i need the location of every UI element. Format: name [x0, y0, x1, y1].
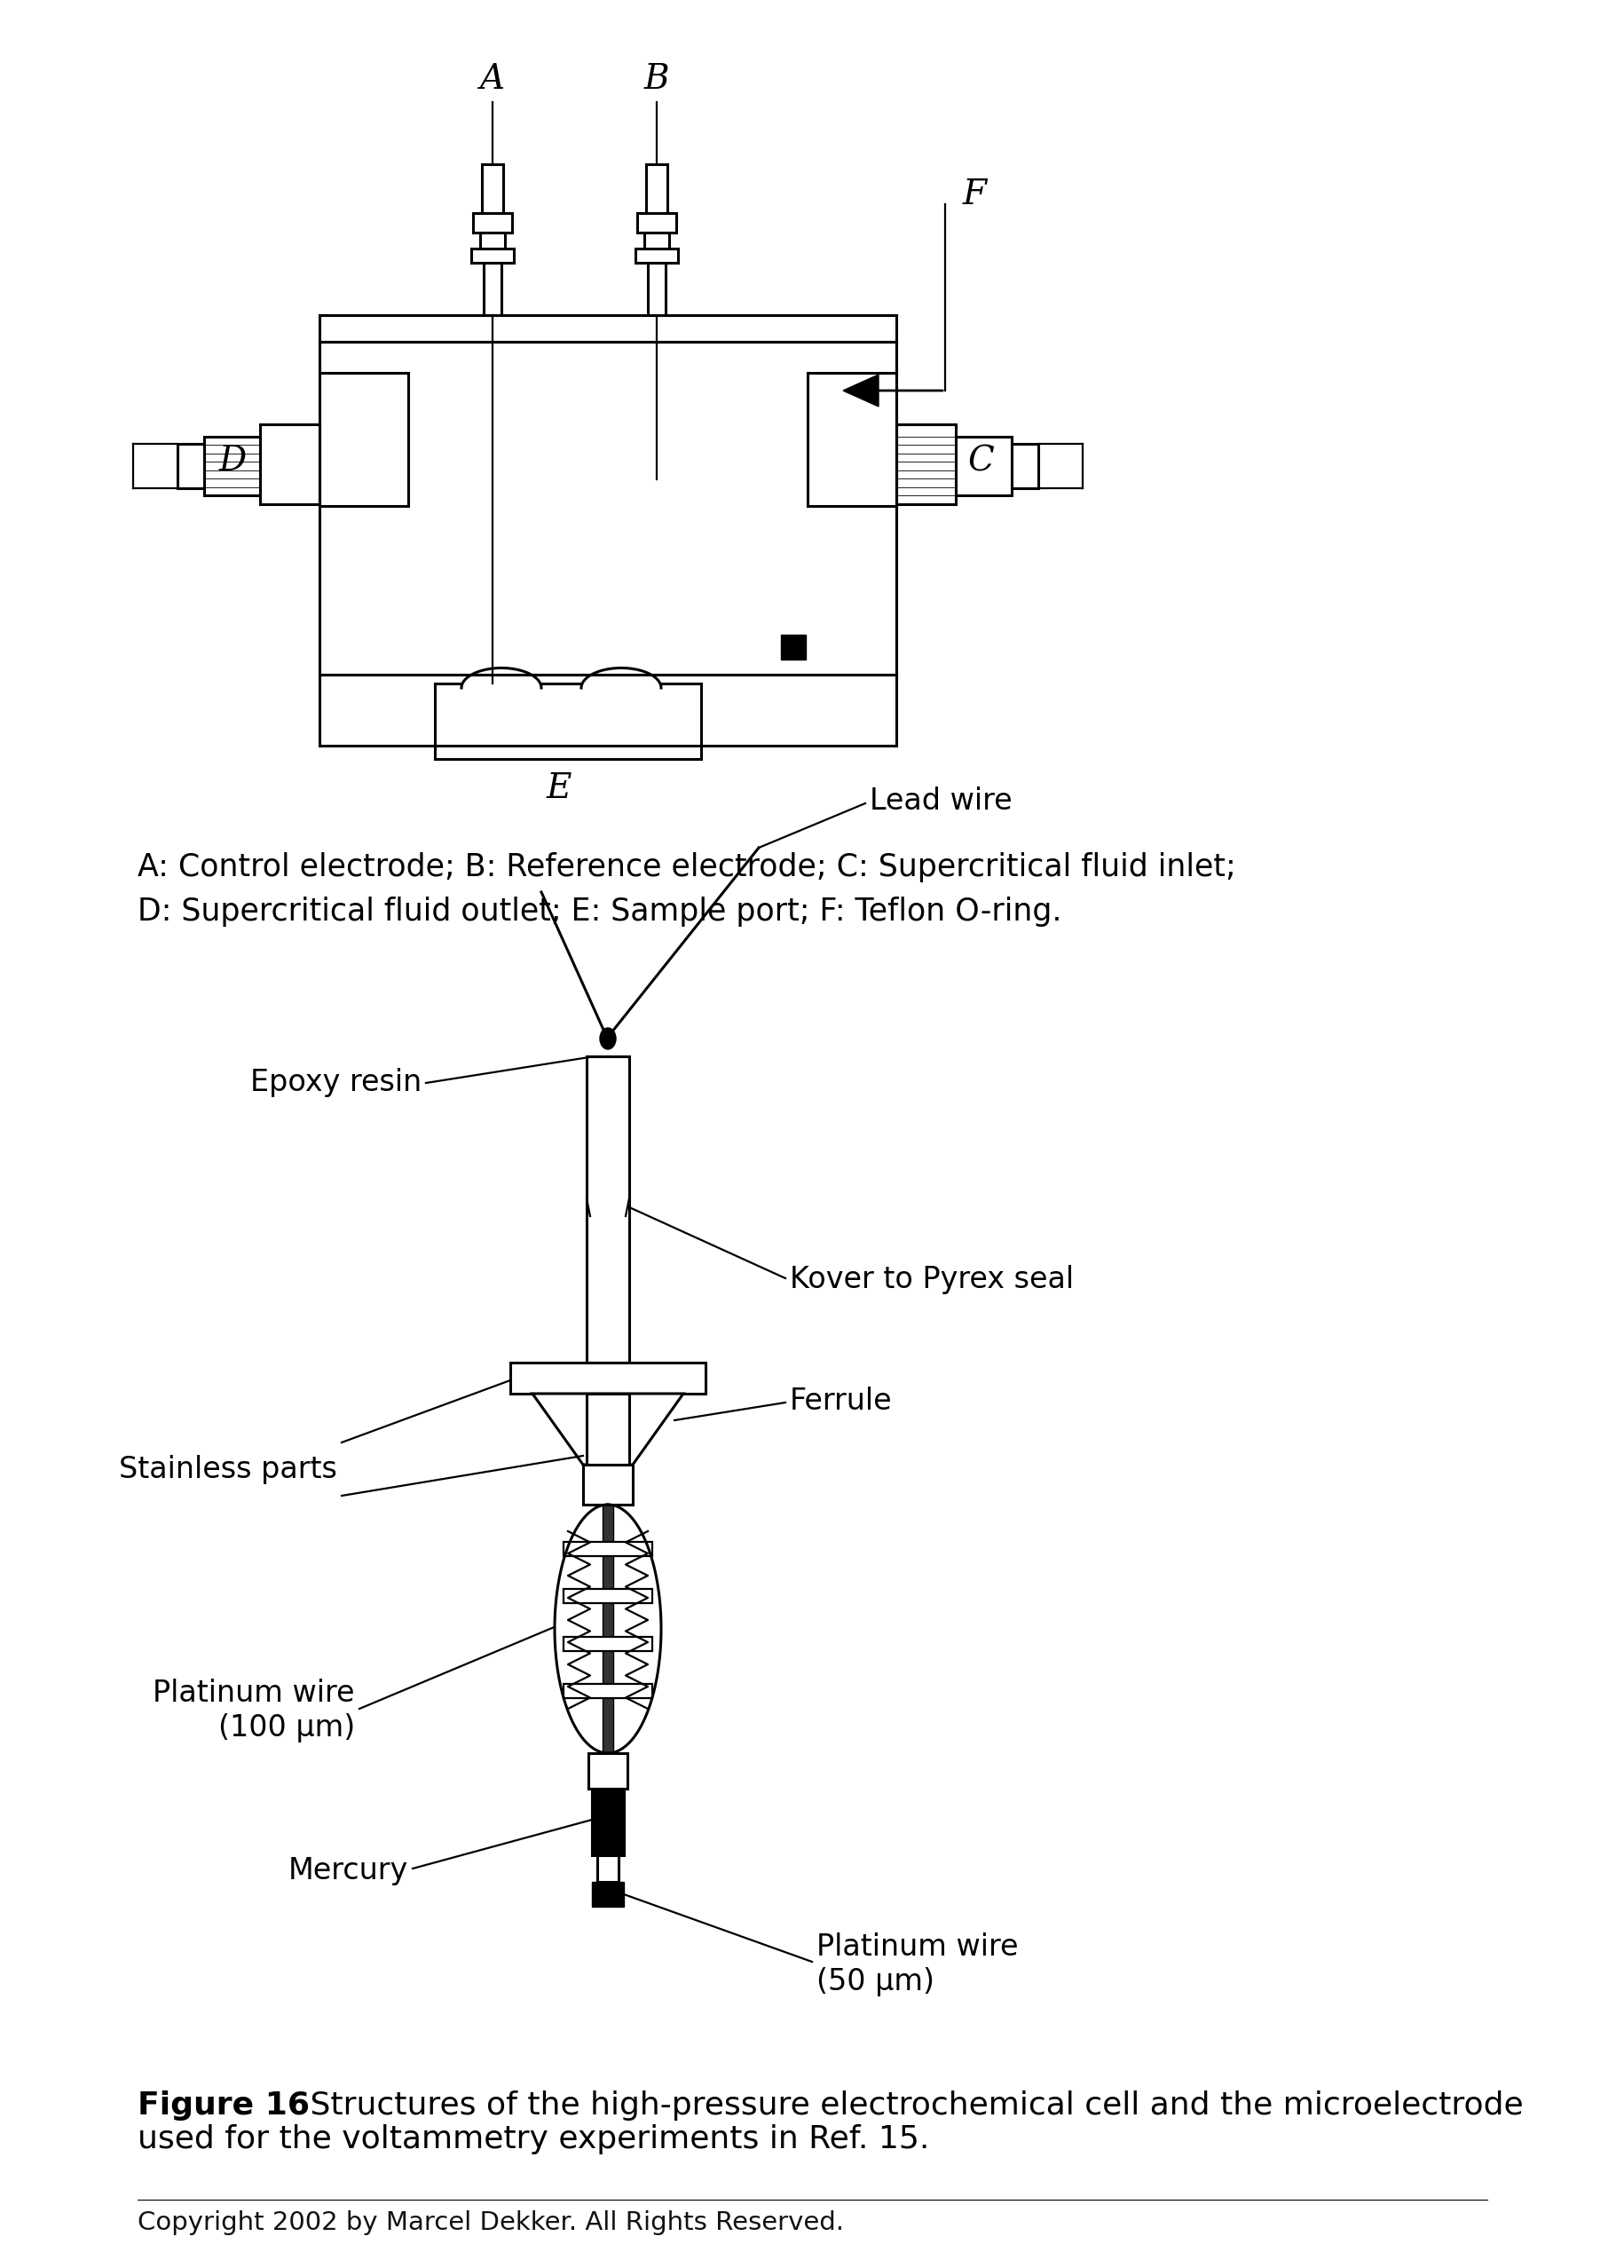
- Text: D: Supercritical fluid outlet; E: Sample port; F: Teflon O-ring.: D: Supercritical fluid outlet; E: Sample…: [138, 896, 1060, 928]
- Text: Mercury: Mercury: [287, 1855, 408, 1885]
- Bar: [955, 438, 1012, 494]
- Bar: [648, 263, 666, 315]
- Bar: [177, 445, 205, 488]
- Bar: [603, 1504, 612, 1753]
- Bar: [473, 213, 512, 234]
- Text: Platinum wire
(50 μm): Platinum wire (50 μm): [815, 1932, 1018, 1996]
- Text: C: C: [966, 445, 994, 479]
- Bar: [260, 424, 320, 503]
- Bar: [646, 163, 667, 213]
- Bar: [583, 1465, 632, 1504]
- Bar: [564, 1542, 651, 1556]
- Text: Kover to Pyrex seal: Kover to Pyrex seal: [789, 1266, 1073, 1295]
- Text: used for the voltammetry experiments in Ref. 15.: used for the voltammetry experiments in …: [138, 2125, 929, 2155]
- Text: Ferrule: Ferrule: [789, 1386, 892, 1415]
- Text: F: F: [963, 179, 986, 211]
- Text: A: A: [479, 64, 505, 95]
- Bar: [510, 1363, 705, 1393]
- Text: D: D: [219, 445, 247, 479]
- Text: B: B: [643, 64, 669, 95]
- Bar: [479, 234, 505, 249]
- Text: E: E: [546, 773, 572, 805]
- Bar: [205, 438, 260, 494]
- Ellipse shape: [599, 1027, 615, 1050]
- Text: Stainless parts: Stainless parts: [119, 1454, 338, 1483]
- Bar: [564, 1590, 651, 1603]
- Text: Structures of the high-pressure electrochemical cell and the microelectrode: Structures of the high-pressure electroc…: [279, 2091, 1523, 2121]
- Bar: [482, 163, 503, 213]
- Bar: [1012, 445, 1038, 488]
- Bar: [471, 249, 513, 263]
- Bar: [598, 1855, 619, 1882]
- Text: Figure 16: Figure 16: [138, 2091, 310, 2121]
- Bar: [637, 213, 676, 234]
- Polygon shape: [843, 374, 879, 406]
- Bar: [564, 1637, 651, 1651]
- Text: Epoxy resin: Epoxy resin: [250, 1068, 421, 1098]
- Bar: [586, 1057, 628, 1363]
- Bar: [896, 424, 955, 503]
- Bar: [645, 234, 669, 249]
- Bar: [588, 1753, 627, 1789]
- Bar: [781, 635, 806, 660]
- Bar: [586, 1393, 628, 1465]
- Bar: [484, 263, 502, 315]
- Text: Platinum wire
(100 μm): Platinum wire (100 μm): [153, 1678, 354, 1742]
- Text: A: Control electrode; B: Reference electrode; C: Supercritical fluid inlet;: A: Control electrode; B: Reference elect…: [138, 853, 1236, 882]
- Polygon shape: [533, 1393, 684, 1465]
- Bar: [591, 1789, 624, 1855]
- Text: Lead wire: Lead wire: [869, 787, 1012, 816]
- Bar: [591, 1882, 624, 1907]
- Bar: [564, 1683, 651, 1699]
- Bar: [635, 249, 677, 263]
- Bar: [320, 315, 896, 342]
- Text: Copyright 2002 by Marcel Dekker. All Rights Reserved.: Copyright 2002 by Marcel Dekker. All Rig…: [138, 2211, 843, 2236]
